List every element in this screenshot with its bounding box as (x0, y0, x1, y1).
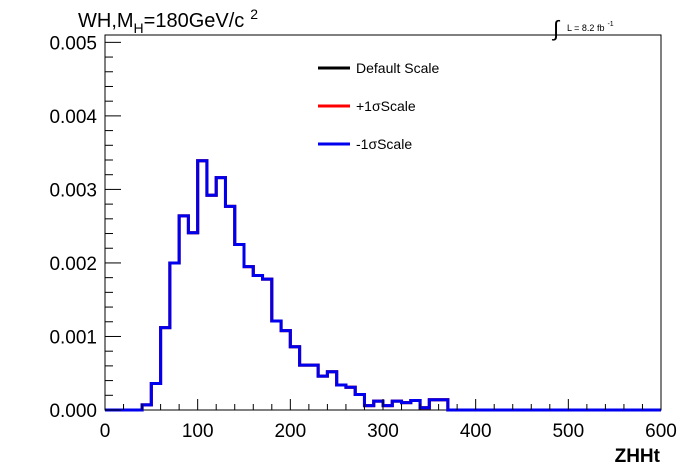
series-line (105, 159, 661, 412)
legend-label: +1σScale (356, 98, 416, 114)
chart-title-rest: =180GeV/c (144, 10, 245, 32)
chart-title: WH,MH=180GeV/c 2 (78, 6, 258, 36)
series-line (105, 159, 661, 412)
x-axis: 0 100 200 300 400 500 600 (100, 399, 677, 442)
x-tick-label: 300 (367, 421, 399, 442)
legend-label: Default Scale (356, 60, 439, 76)
x-tick-label: 100 (182, 421, 214, 442)
y-tick-label: 0.005 (49, 33, 97, 54)
luminosity-superscript: -1 (607, 21, 613, 28)
x-tick-label: 500 (552, 421, 584, 442)
chart-title-main: WH,M (78, 10, 134, 32)
y-tick-label: 0.001 (49, 327, 97, 348)
x-tick-label: 200 (274, 421, 306, 442)
x-axis-label: ZHHt (615, 446, 661, 467)
y-tick-label: 0.002 (49, 254, 97, 275)
y-tick-label: 0.004 (49, 107, 97, 128)
chart-title-superscript: 2 (250, 6, 258, 22)
y-tick-label: 0.000 (49, 401, 97, 422)
x-tick-label: 0 (100, 421, 111, 442)
x-tick-label: 400 (460, 421, 492, 442)
luminosity-integral: ∫ (551, 16, 561, 41)
legend: Default Scale +1σScale -1σScale (318, 60, 439, 152)
luminosity-text: L = 8.2 fb (567, 23, 604, 33)
y-tick-label: 0.003 (49, 180, 97, 201)
legend-label: -1σScale (356, 136, 412, 152)
y-axis: 0.000 0.001 0.002 0.003 0.004 0.005 (49, 33, 121, 422)
x-tick-label: 600 (645, 421, 677, 442)
chart-title-subscript: H (134, 20, 144, 36)
series-line (105, 159, 661, 412)
luminosity-label: L = 8.2 fb -1 (567, 21, 614, 33)
series-layer (105, 159, 661, 412)
